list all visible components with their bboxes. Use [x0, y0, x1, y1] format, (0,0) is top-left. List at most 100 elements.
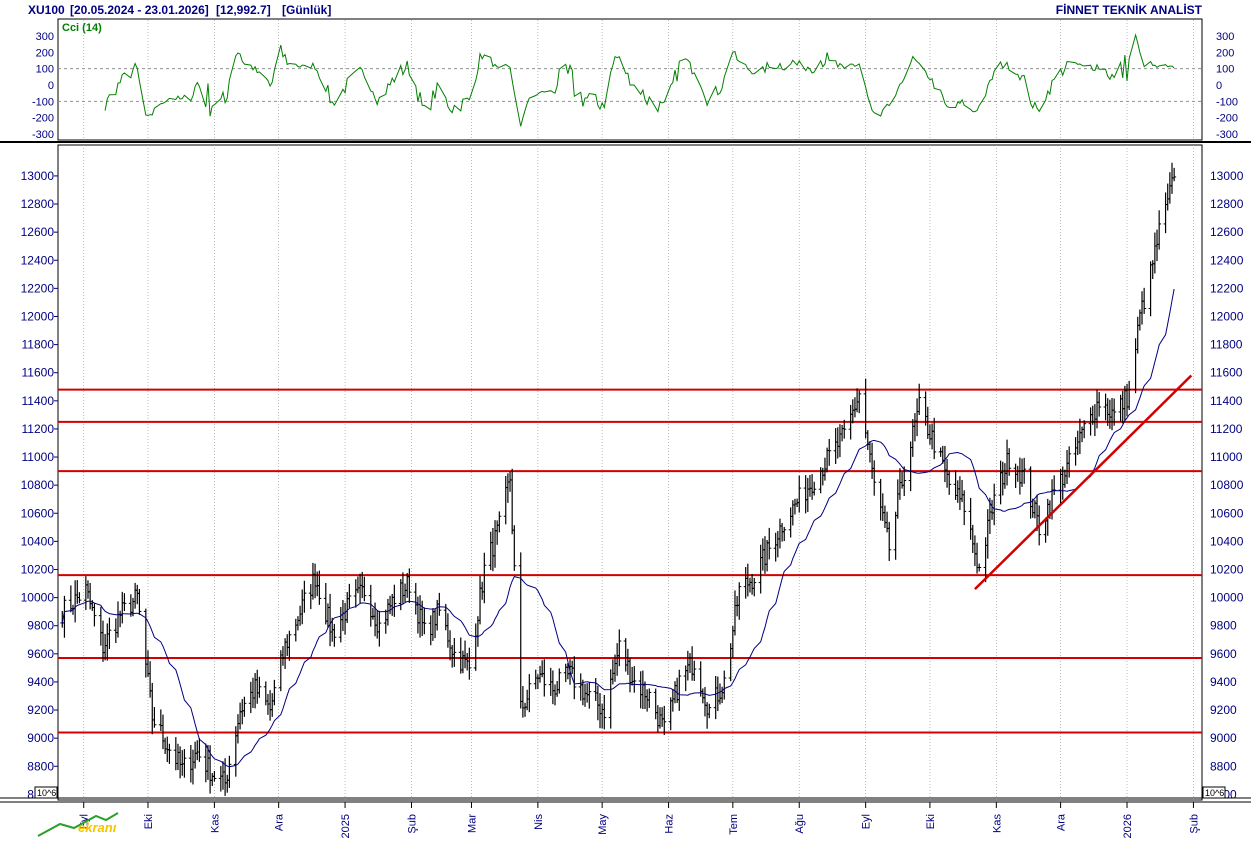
x-tick-label: Mar — [466, 814, 478, 833]
price-bar — [137, 588, 142, 615]
price-bar — [1097, 391, 1102, 417]
price-bar — [392, 584, 397, 617]
price-bar — [1142, 287, 1147, 314]
y-tick-label-left: 11000 — [22, 450, 55, 464]
price-bar — [527, 674, 532, 713]
price-bar — [1007, 448, 1012, 476]
price-bar — [287, 630, 292, 661]
price-bar — [1067, 446, 1072, 478]
x-tick-label: Ağu — [794, 814, 806, 834]
x-tick-label: Ara — [1056, 813, 1068, 831]
price-axis-ticks: 8600860088008800900090009200920094009400… — [21, 169, 1244, 801]
price-bar — [572, 656, 577, 700]
price-bar — [557, 668, 562, 694]
y-tick-label-right: 9400 — [1210, 675, 1237, 689]
price-bar — [1022, 457, 1027, 484]
cci-axis-ticks: 300 300 200 200 100 100 0 0 -100 -100 -200 -200 -300… — [32, 31, 1238, 141]
y-tick-label-right: 13000 — [1210, 169, 1244, 183]
uptrend-line — [974, 374, 1193, 591]
logo-swoosh-icon — [37, 812, 119, 837]
x-tick-label: Ara — [274, 813, 286, 831]
x-tick-label: Eki — [925, 814, 937, 829]
price-bar — [122, 593, 127, 612]
price-bar — [902, 466, 907, 497]
price-bar — [107, 617, 112, 650]
price-bar — [272, 679, 277, 706]
x-tick-label: 2026 — [1122, 814, 1134, 838]
cci-tick-left: -200 — [32, 113, 54, 125]
y-tick-label-left: 11400 — [22, 394, 55, 408]
y-tick-label-left: 9400 — [27, 675, 54, 689]
moving-average-line — [61, 288, 1175, 768]
y-tick-label-right: 10000 — [1210, 591, 1244, 605]
price-bar — [362, 576, 367, 602]
y-tick-label-left: 8800 — [27, 759, 54, 773]
x-tick-label: Şub — [406, 814, 418, 834]
price-bar — [152, 707, 157, 728]
y-tick-label-left: 12600 — [21, 225, 55, 239]
y-tick-label-right: 9600 — [1210, 647, 1237, 661]
cci-line — [104, 33, 1175, 127]
y-tick-label-left: 10000 — [21, 591, 55, 605]
price-bar — [197, 738, 202, 762]
y-tick-label-left: 10200 — [21, 562, 55, 576]
y-tick-label-left: 13000 — [21, 169, 55, 183]
cci-tick-left: 100 — [36, 64, 54, 76]
cci-tick-left: 0 — [48, 80, 54, 92]
y-tick-label-left: 9800 — [27, 619, 54, 633]
price-bar — [512, 525, 517, 571]
price-bar — [77, 592, 82, 604]
price-gridlines — [83, 145, 1194, 800]
price-bar — [752, 577, 757, 597]
cci-tick-left: 200 — [36, 47, 54, 59]
scale-badge-right-text: 10^6 — [1205, 788, 1224, 798]
y-tick-label-right: 12400 — [1210, 253, 1244, 267]
cci-indicator-label: Cci (14) — [62, 22, 102, 34]
cci-tick-right: 300 — [1216, 31, 1234, 43]
price-bar — [1127, 380, 1132, 411]
price-bar — [92, 603, 97, 627]
x-tick-label: Kas — [209, 814, 221, 833]
cci-tick-right: -100 — [1216, 96, 1238, 108]
cci-gridlines — [58, 20, 1202, 140]
price-bar — [1082, 420, 1087, 439]
x-tick-label: May — [597, 814, 609, 835]
cci-tick-right: -200 — [1216, 113, 1238, 125]
watermark-text: ekranı — [78, 820, 117, 835]
price-bar — [212, 771, 217, 782]
y-tick-label-right: 8800 — [1210, 759, 1237, 773]
y-tick-label-right: 12800 — [1210, 197, 1244, 211]
price-bar — [917, 383, 922, 415]
cci-tick-left: -300 — [32, 129, 54, 141]
price-bar — [1112, 398, 1117, 426]
scale-badge-left-text: 10^6 — [37, 788, 56, 798]
y-tick-label-left: 11200 — [22, 422, 55, 436]
price-bar — [647, 688, 652, 708]
y-tick-label-right: 9800 — [1210, 619, 1237, 633]
y-tick-label-left: 9200 — [27, 703, 54, 717]
time-axis-ticks: Eyl Eki Kas Ara 2025 Şub Mar Nis May Haz Tem Ağu Eyl… — [79, 802, 1200, 838]
scale-badge-right — [1202, 786, 1226, 799]
x-tick-label: Tem — [728, 814, 740, 835]
price-bar — [722, 670, 727, 700]
price-bar — [587, 681, 592, 709]
price-bar — [707, 703, 712, 719]
y-tick-label-right: 12200 — [1210, 281, 1244, 295]
price-bar — [437, 592, 442, 616]
period-label: [Günlük] — [282, 3, 331, 17]
y-tick-label-right: 10200 — [1210, 562, 1244, 576]
y-tick-label-left: 9600 — [27, 647, 54, 661]
price-bar — [302, 580, 307, 613]
price-bar — [167, 743, 172, 764]
price-bar — [947, 470, 952, 495]
price-bar — [1172, 167, 1177, 182]
y-tick-label-left: 12000 — [21, 309, 55, 323]
price-bar — [632, 666, 637, 693]
price-bar — [767, 527, 772, 560]
price-bar — [797, 475, 802, 513]
price-bar — [332, 623, 337, 647]
price-bar — [857, 390, 862, 414]
price-bar — [227, 755, 232, 788]
x-tick-label: Haz — [664, 814, 676, 834]
